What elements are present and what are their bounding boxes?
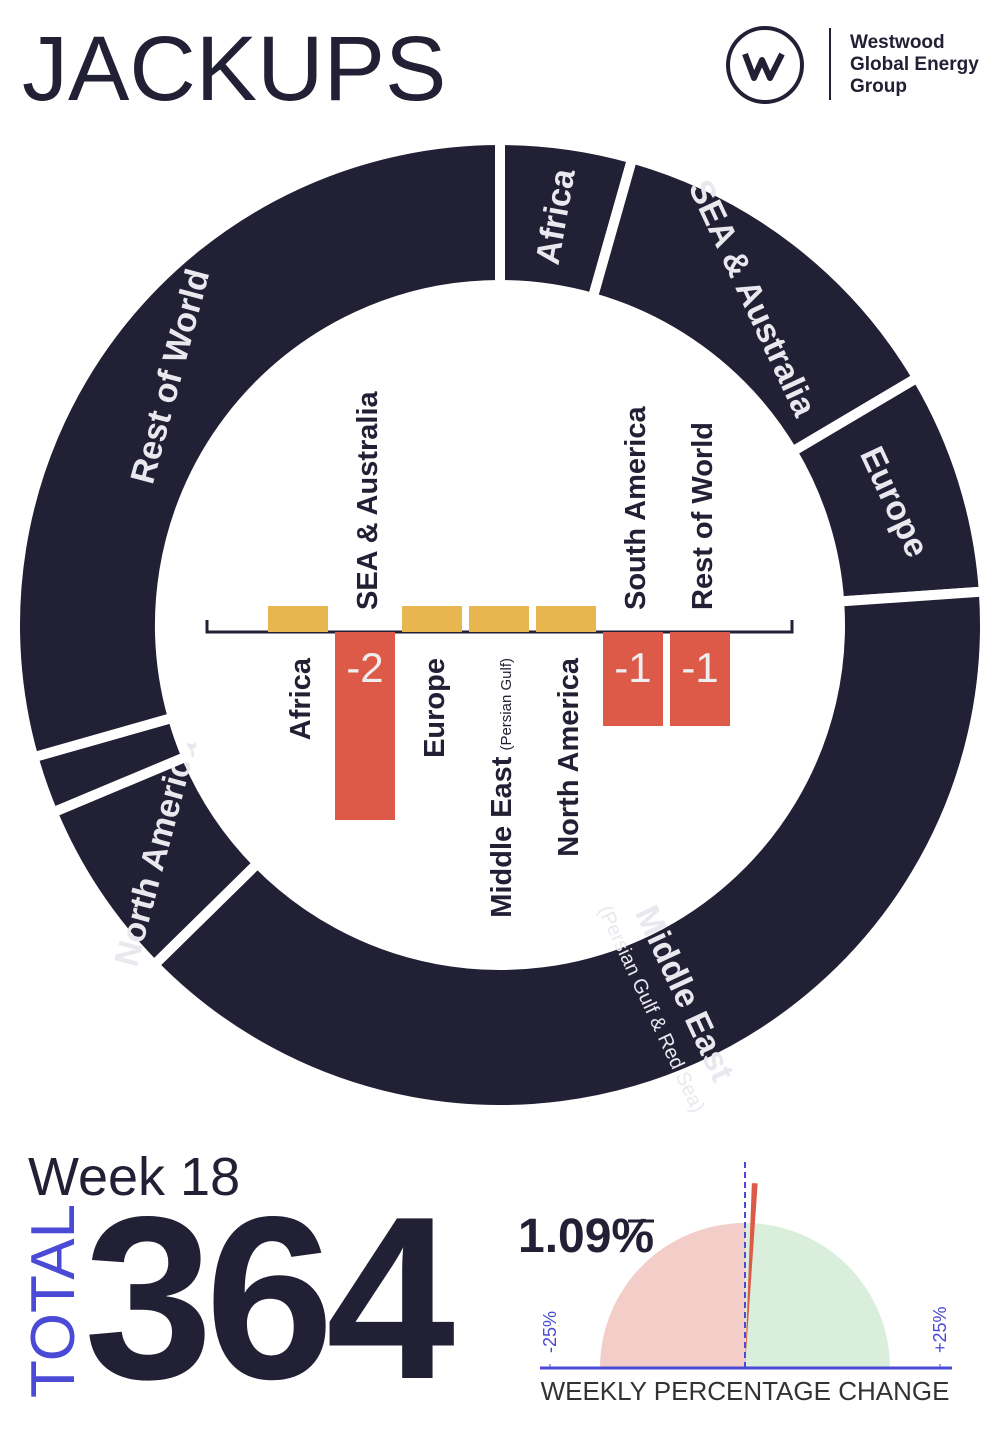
logo-mark — [742, 52, 785, 81]
gauge-negative — [600, 1223, 745, 1368]
bar-label-group: South America — [620, 406, 652, 610]
bar — [670, 632, 730, 726]
bar-label-group: Rest of World — [687, 422, 719, 610]
gauge-positive — [745, 1223, 890, 1368]
bar-category-label: SEA & Australia — [352, 390, 384, 610]
gauge-title: WEEKLY PERCENTAGE CHANGE — [541, 1376, 950, 1406]
bar-zero — [469, 606, 529, 632]
total-label: TOTAL — [19, 1204, 88, 1398]
gauge-value-label: 1.09% — [518, 1210, 654, 1263]
donut-segment — [10, 134, 505, 764]
bar-category-text: Rest of World — [687, 422, 719, 610]
bar-category-label: Rest of World — [687, 422, 719, 610]
logo-circle — [726, 26, 804, 104]
bar-category-text: Europe — [419, 658, 451, 758]
donut-segment — [147, 586, 990, 1115]
bar-label-group: North America — [553, 657, 585, 857]
bar-category-label: Africa — [285, 657, 317, 740]
gauge-tick-label: +25% — [930, 1306, 950, 1353]
bar-value-label: -1 — [681, 644, 718, 691]
gauge-needle — [745, 1183, 758, 1368]
week-label: Week 18 — [28, 1147, 240, 1207]
bar-category-label: Middle East (Persian Gulf) — [486, 658, 518, 918]
bar-category-text: Middle East — [486, 756, 518, 917]
bar-zero — [536, 606, 596, 632]
brand-line: Global Energy — [850, 54, 979, 75]
bar-label-group: Middle East (Persian Gulf) — [486, 658, 518, 918]
bar-category-label: South America — [620, 406, 652, 610]
bar-value-label: -1 — [614, 644, 651, 691]
total-value: 364 — [84, 1169, 454, 1428]
bar-category-text: South America — [620, 406, 652, 610]
bar-category-label: Europe — [419, 658, 451, 758]
brand-line: Westwood — [850, 32, 945, 53]
bar-category-label: North America — [553, 657, 585, 857]
bar-label-group: SEA & Australia — [352, 390, 384, 610]
bar — [603, 632, 663, 726]
bar-category-sub: (Persian Gulf) — [498, 658, 515, 751]
bar-value-label: -2 — [346, 644, 383, 691]
bar-label-group: Africa — [285, 657, 317, 740]
bar-zero — [402, 606, 462, 632]
page-title: JACKUPS — [22, 18, 446, 120]
bar-category-text: Africa — [285, 657, 317, 740]
bar-category-text: North America — [553, 657, 585, 857]
bar — [335, 632, 395, 820]
bar-zero — [268, 606, 328, 632]
bar-category-text: SEA & Australia — [352, 390, 384, 610]
brand-line: Group — [850, 76, 907, 97]
bar-label-group: Europe — [419, 658, 451, 758]
gauge-tick-label: -25% — [540, 1311, 560, 1353]
